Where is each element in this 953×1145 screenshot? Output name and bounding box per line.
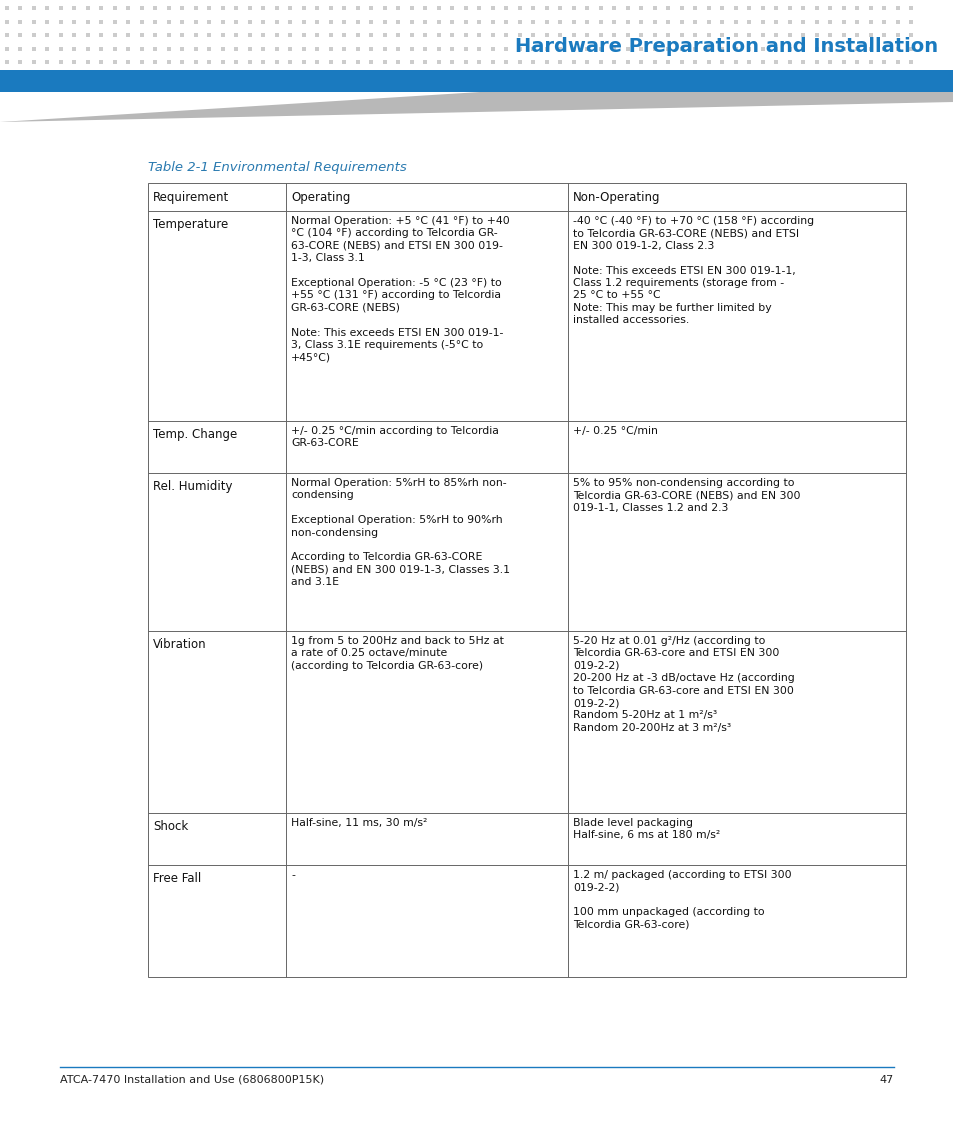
Polygon shape xyxy=(0,92,953,123)
Text: Half-sine, 11 ms, 30 m/s²: Half-sine, 11 ms, 30 m/s² xyxy=(291,818,427,828)
Text: -40 °C (-40 °F) to +70 °C (158 °F) according
to Telcordia GR-63-CORE (NEBS) and : -40 °C (-40 °F) to +70 °C (158 °F) accor… xyxy=(573,216,813,325)
Text: Vibration: Vibration xyxy=(152,638,207,652)
Text: +/- 0.25 °C/min: +/- 0.25 °C/min xyxy=(573,426,658,436)
Text: Table 2-1 Environmental Requirements: Table 2-1 Environmental Requirements xyxy=(148,161,406,174)
Text: Temp. Change: Temp. Change xyxy=(152,428,237,441)
Text: Normal Operation: +5 °C (41 °F) to +40
°C (104 °F) according to Telcordia GR-
63: Normal Operation: +5 °C (41 °F) to +40 °… xyxy=(291,216,509,363)
Polygon shape xyxy=(0,92,479,123)
Text: +/- 0.25 °C/min according to Telcordia
GR-63-CORE: +/- 0.25 °C/min according to Telcordia G… xyxy=(291,426,498,449)
Text: -: - xyxy=(291,870,294,881)
Text: 47: 47 xyxy=(879,1075,893,1085)
Text: ATCA-7470 Installation and Use (6806800P15K): ATCA-7470 Installation and Use (6806800P… xyxy=(60,1075,324,1085)
Text: 1.2 m/ packaged (according to ETSI 300
019-2-2)

100 mm unpackaged (according to: 1.2 m/ packaged (according to ETSI 300 0… xyxy=(573,870,791,930)
Bar xyxy=(148,183,905,977)
Text: Hardware Preparation and Installation: Hardware Preparation and Installation xyxy=(515,38,937,56)
Bar xyxy=(0,70,953,92)
Text: Temperature: Temperature xyxy=(152,218,228,231)
Text: Operating: Operating xyxy=(291,190,350,204)
Text: Rel. Humidity: Rel. Humidity xyxy=(152,480,233,493)
Text: Requirement: Requirement xyxy=(152,190,229,204)
Text: Free Fall: Free Fall xyxy=(152,872,201,885)
Text: 1g from 5 to 200Hz and back to 5Hz at
a rate of 0.25 octave/minute
(according to: 1g from 5 to 200Hz and back to 5Hz at a … xyxy=(291,635,503,671)
Text: Blade level packaging
Half-sine, 6 ms at 180 m/s²: Blade level packaging Half-sine, 6 ms at… xyxy=(573,818,720,840)
Text: Normal Operation: 5%rH to 85%rh non-
condensing

Exceptional Operation: 5%rH to : Normal Operation: 5%rH to 85%rh non- con… xyxy=(291,477,510,587)
Text: Shock: Shock xyxy=(152,820,188,834)
Text: Non-Operating: Non-Operating xyxy=(573,190,659,204)
Text: 5% to 95% non-condensing according to
Telcordia GR-63-CORE (NEBS) and EN 300
019: 5% to 95% non-condensing according to Te… xyxy=(573,477,800,513)
Text: 5-20 Hz at 0.01 g²/Hz (according to
Telcordia GR-63-core and ETSI EN 300
019-2-2: 5-20 Hz at 0.01 g²/Hz (according to Telc… xyxy=(573,635,794,733)
